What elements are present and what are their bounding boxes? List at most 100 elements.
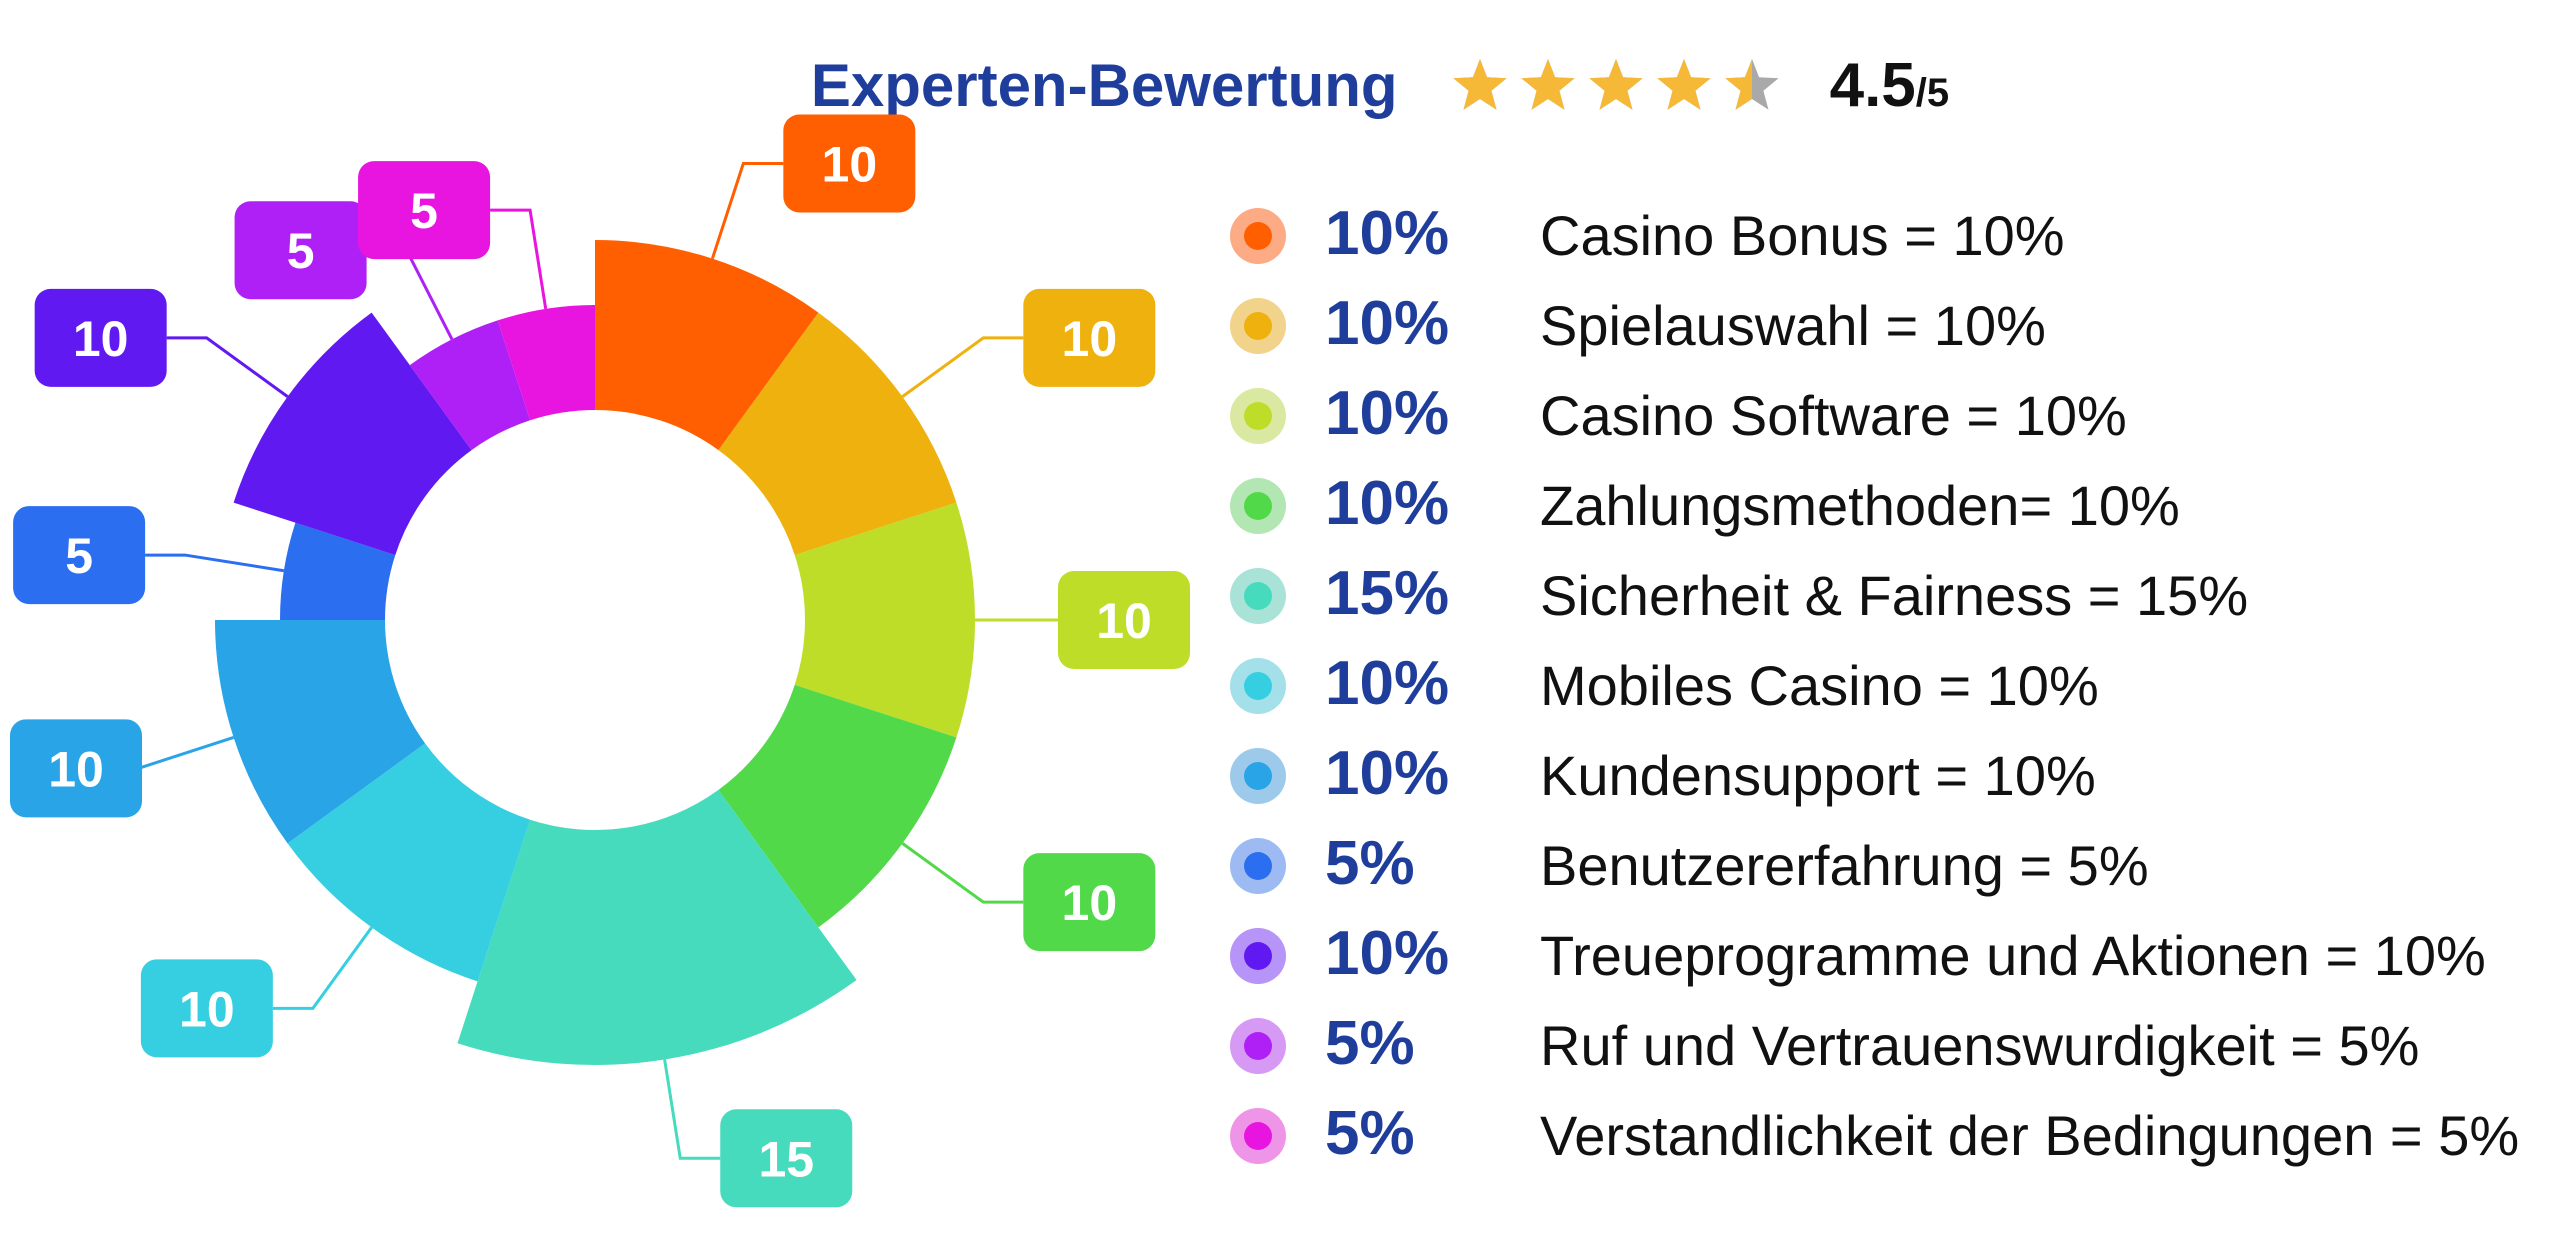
legend-item: 10% Casino Software = 10% <box>1230 370 2550 460</box>
legend-percent: 10% <box>1325 739 1450 808</box>
legend-percent: 15% <box>1325 559 1450 628</box>
legend-label: Ruf und Vertrauenswurdigkeit = 5% <box>1540 1014 2420 1077</box>
segment-value-label: 10 <box>1062 875 1118 931</box>
legend-percent: 10% <box>1325 469 1450 538</box>
donut-segment <box>794 502 976 738</box>
star-icon <box>1452 59 1507 110</box>
star-icon <box>1656 59 1711 110</box>
callout-line <box>166 336 289 398</box>
callout-box <box>783 114 916 213</box>
legend-label: Treueprogramme und Aktionen = 10% <box>1540 924 2486 987</box>
legend-label: Casino Bonus = 10% <box>1540 204 2065 267</box>
star-icon <box>1588 59 1643 110</box>
legend-dot-icon <box>1230 928 1286 984</box>
legend-percent: 5% <box>1325 829 1415 898</box>
donut-segments <box>215 240 976 1065</box>
callout-box <box>1023 288 1156 387</box>
legend-dot-icon <box>1230 838 1286 894</box>
callout-box <box>1058 571 1190 669</box>
star-rating <box>1450 55 1790 115</box>
legend: 10% Casino Bonus = 10% 10% Spielauswahl = 1… <box>1230 190 2550 1180</box>
segment-value-label: 10 <box>1096 593 1152 649</box>
legend-item: 5% Verstandlichkeit der Bedingungen = 5% <box>1230 1090 2550 1180</box>
donut-segment <box>215 620 426 844</box>
legend-dot-icon <box>1230 1108 1286 1164</box>
page-title: Experten-Bewertung <box>810 51 1398 119</box>
rating-max: /5 <box>1915 70 1950 115</box>
callout-box <box>720 1109 853 1208</box>
rating-score: 4.5 /5 <box>1830 50 1950 121</box>
donut-segment <box>287 743 531 982</box>
legend-item: 10% Treueprogramme und Aktionen = 10% <box>1230 910 2550 1000</box>
header: Experten-Bewertung 4.5 /5 <box>0 30 2560 140</box>
star-icon <box>1520 59 1575 110</box>
legend-item: 10% Spielauswahl = 10% <box>1230 280 2550 370</box>
donut-segment <box>497 305 595 421</box>
legend-dot-icon <box>1230 388 1286 444</box>
legend-percent: 10% <box>1325 919 1450 988</box>
legend-dot-icon <box>1230 748 1286 804</box>
callout-box <box>10 719 142 818</box>
legend-item: 10% Mobiles Casino = 10% <box>1230 640 2550 730</box>
legend-item: 10% Casino Bonus = 10% <box>1230 190 2550 280</box>
legend-label: Casino Software = 10% <box>1540 384 2127 447</box>
callout-box <box>234 201 367 300</box>
legend-label: Sicherheit & Fairness = 15% <box>1540 564 2249 627</box>
legend-dot-icon <box>1230 658 1286 714</box>
legend-percent: 5% <box>1325 1009 1415 1078</box>
donut-chart: 10 10 10 10 15 10 10 5 10 5 5 <box>10 114 1190 1208</box>
legend-item: 10% Zahlungsmethoden= 10% <box>1230 460 2550 550</box>
segment-value-label: 5 <box>410 183 438 239</box>
segment-value-label: 10 <box>1062 311 1118 367</box>
callout-line <box>710 161 784 260</box>
legend-dot-icon <box>1230 478 1286 534</box>
legend-label: Spielauswahl = 10% <box>1540 294 2046 357</box>
legend-item: 15% Sicherheit & Fairness = 15% <box>1230 550 2550 640</box>
segment-value-label: 15 <box>758 1131 814 1187</box>
legend-label: Verstandlichkeit der Bedingungen = 5% <box>1540 1104 2520 1167</box>
legend-dot-icon <box>1230 298 1286 354</box>
legend-percent: 5% <box>1325 1099 1415 1168</box>
donut-segment <box>409 320 531 451</box>
callout-box <box>358 161 491 260</box>
segment-value-label: 5 <box>287 223 315 279</box>
callout-line <box>663 1059 721 1160</box>
legend-label: Mobiles Casino = 10% <box>1540 654 2099 717</box>
callout-line <box>272 926 373 1010</box>
callout-line <box>901 336 1024 398</box>
segment-value-label: 10 <box>822 136 878 192</box>
donut-segment <box>457 789 857 1065</box>
donut-segment <box>233 312 472 556</box>
donut-segment <box>718 684 957 928</box>
legend-label: Benutzererfahrung = 5% <box>1540 834 2149 897</box>
legend-percent: 10% <box>1325 379 1450 448</box>
legend-percent: 10% <box>1325 199 1450 268</box>
donut-segment <box>718 312 957 556</box>
legend-percent: 10% <box>1325 649 1450 718</box>
callout-box <box>34 288 167 387</box>
legend-item: 5% Benutzererfahrung = 5% <box>1230 820 2550 910</box>
callout-line <box>901 842 1024 904</box>
segment-value-label: 5 <box>65 528 93 584</box>
callout-box <box>13 506 146 605</box>
callout-box <box>140 959 273 1058</box>
legend-dot-icon <box>1230 568 1286 624</box>
legend-percent: 10% <box>1325 289 1450 358</box>
rating-value: 4.5 <box>1829 50 1916 120</box>
legend-label: Kundensupport = 10% <box>1540 744 2096 807</box>
segment-value-label: 10 <box>73 311 129 367</box>
segment-callouts: 10 10 10 10 15 10 10 5 10 5 5 <box>10 114 1190 1208</box>
callout-line <box>145 553 285 573</box>
star-icon <box>1724 59 1779 110</box>
donut-segment <box>280 522 396 620</box>
donut-segment <box>595 240 819 451</box>
legend-dot-icon <box>1230 1018 1286 1074</box>
legend-dot-icon <box>1230 208 1286 264</box>
segment-value-label: 10 <box>48 741 104 797</box>
callout-box <box>1023 853 1156 952</box>
legend-item: 5% Ruf und Vertrauenswurdigkeit = 5% <box>1230 1000 2550 1090</box>
legend-item: 10% Kundensupport = 10% <box>1230 730 2550 820</box>
segment-value-label: 10 <box>179 981 235 1037</box>
callout-line <box>490 208 548 310</box>
legend-label: Zahlungsmethoden= 10% <box>1540 474 2180 537</box>
